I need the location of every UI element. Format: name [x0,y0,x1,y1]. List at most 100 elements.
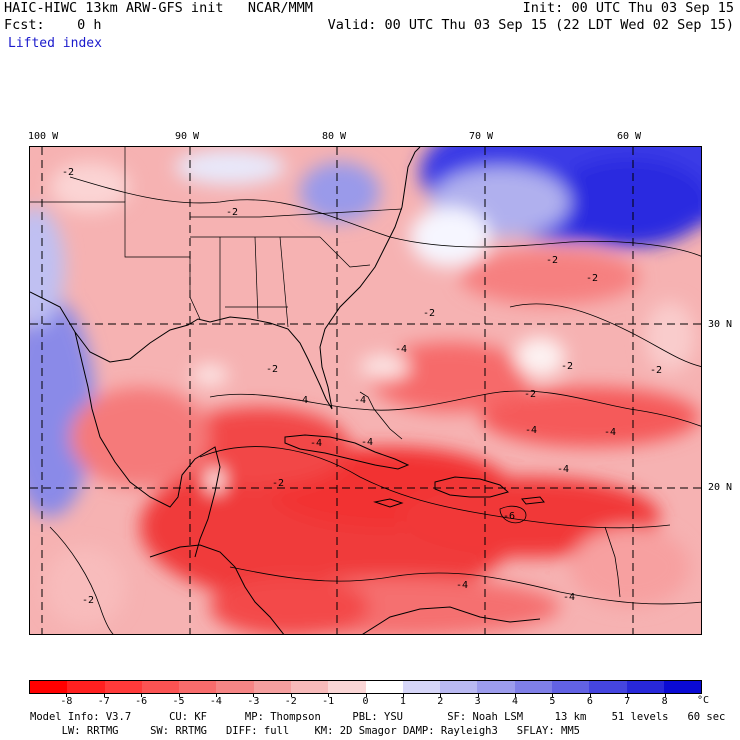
puerto-rico-outline [521,496,545,505]
colorbar-tick-label: 3 [474,696,481,707]
lon-label-60w: 60 W [617,131,642,142]
colorbar-swatch [365,681,403,693]
colorbar-tick-label: 4 [512,696,519,707]
contour-label: -2 [226,207,238,218]
colorbar-swatch [179,681,217,693]
contour-label: -2 [423,308,435,319]
contour-label: -2 [62,167,74,178]
contour-label: -4 [456,580,468,591]
colorbar-tick-label: 1 [399,696,406,707]
colorbar-unit: °C [697,695,710,706]
contour-label: -2 [650,365,662,376]
forecast-hour: Fcst: 0 h [4,17,102,33]
colorbar-tick-mark [365,693,367,697]
field-name: Lifted index [8,36,102,51]
lon-label-100w: 100 W [28,131,59,142]
colorbar-tick-mark [664,693,666,697]
colorbar-swatch [30,681,68,693]
cuba-outline [284,434,410,470]
colorbar-tick-mark [103,693,105,697]
colorbar-tick-label: 5 [549,696,556,707]
contour-label: -2 [546,255,558,266]
hispaniola-outline [434,476,510,498]
colorbar-tick-mark [290,693,292,697]
colorbar-swatch [514,681,552,693]
model-info-line2: LW: RRTMG SW: RRTMG DIFF: full KM: 2D Sm… [30,725,580,737]
contour-minus2-north [69,176,701,257]
colorbar-tick-mark [589,693,591,697]
colorbar-tick-mark [402,693,404,697]
contour-label: -4 [525,425,537,436]
mexico-coastline [74,331,221,558]
colorbar-tick-label: -3 [247,696,260,707]
lat-label-20n: 20 N [708,482,733,493]
colorbar-swatch [663,681,702,693]
colorbar-swatch [104,681,142,693]
colorbar-tick-mark [215,693,217,697]
contour-label: -4 [354,395,366,406]
colorbar-tick-label: -1 [322,696,335,707]
colorbar-swatch [589,681,627,693]
colorbar-tick-label: -6 [135,696,148,707]
contour-label: -4 [395,344,407,355]
colorbar-swatch [141,681,180,693]
contour-minus4-south [229,566,701,605]
contour-minus4-caribbean [199,446,671,529]
colorbar-tick-mark [627,693,629,697]
lon-label-90w: 90 W [175,131,200,142]
colorbar-swatch [477,681,515,693]
colorbar-tick-label: -8 [60,696,73,707]
valid-time: Valid: 00 UTC Thu 03 Sep 15 (22 LDT Wed … [327,17,734,33]
coastlines [30,147,621,634]
colorbar-swatch [290,681,329,693]
jamaica-outline [373,498,404,508]
colorbar-tick-label: 8 [661,696,668,707]
contour-label: -2 [561,361,573,372]
colorbar-tick-mark [66,693,68,697]
colorbar-tick-mark [440,693,442,697]
lat-label-30n: 30 N [708,319,733,330]
contour-label: -4 [310,438,322,449]
colorbar-swatch [440,681,478,693]
colorbar-tick-label: -2 [284,696,297,707]
colorbar-tick-mark [515,693,517,697]
antilles-outline [604,526,621,598]
colorbar-tick-mark [552,693,554,697]
central-america-coastline [149,544,285,634]
contour-label-layer: -2 -2 -2 -2 -2 -2 -2 -2 -2 -2 -4 -4 -4 -… [62,167,662,606]
colorbar-tick-mark [178,693,180,697]
colorbar-swatch [216,681,254,693]
contour-lines [49,176,701,634]
colorbar-swatch [253,681,291,693]
contour-minus4-gulf [209,390,701,427]
colorbar-swatch [67,681,105,693]
colorbar-swatch [328,681,366,693]
contour-minus4-east [509,303,701,367]
contour-label: -2 [82,595,94,606]
graticule [30,147,701,634]
stable-region-nw [30,297,95,517]
lon-label-70w: 70 W [469,131,494,142]
colorbar-tick-label: 7 [624,696,631,707]
colorbar-tick-label: 2 [437,696,444,707]
contour-minus2-west [49,526,114,634]
colorbar-tick-label: -5 [172,696,185,707]
contour-label: -4 [563,592,575,603]
south-america-coastline [362,606,541,634]
colorbar-tick-label: -4 [209,696,222,707]
colorbar-swatch [402,681,441,693]
colorbar-tick-label: -7 [97,696,110,707]
bahamas-outline [359,391,403,440]
contour-label: -4 [296,395,308,406]
colorbar [29,680,702,694]
colorbar-tick-mark [477,693,479,697]
contour-label: -2 [266,364,278,375]
model-title: HAIC-HIWC 13km ARW-GFS init NCAR/MMM [4,0,313,16]
colorbar-tick-label: 0 [362,696,369,707]
contour-label: -2 [272,478,284,489]
state-borders [30,147,403,328]
colorbar-tick-mark [328,693,330,697]
contour-label: -6 [503,511,515,522]
colorbar-swatch [626,681,664,693]
contour-minus6-hispaniola [499,505,527,524]
